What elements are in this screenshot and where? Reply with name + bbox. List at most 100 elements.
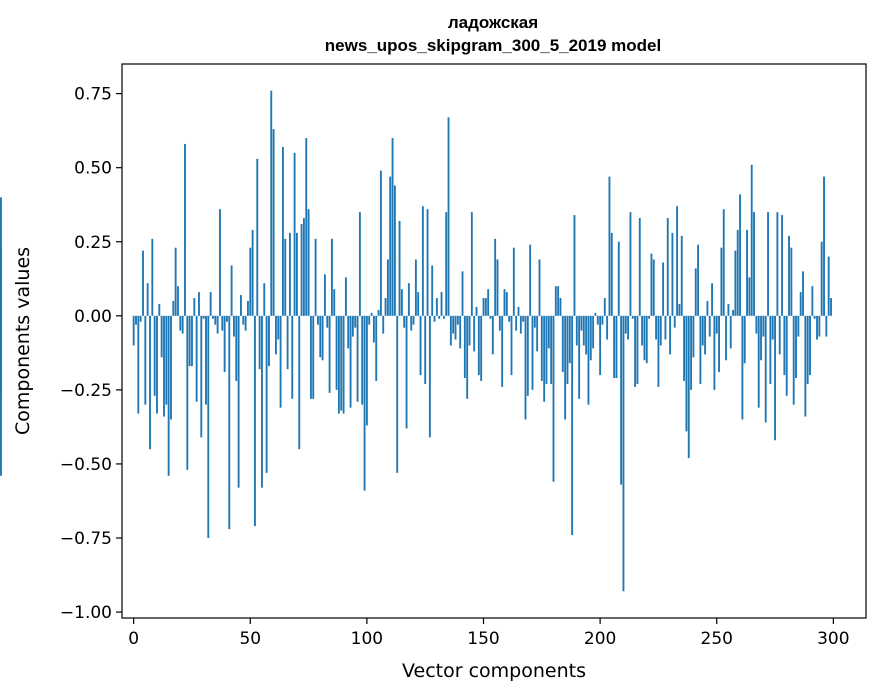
bar-85 <box>330 238 333 316</box>
bar-29 <box>200 315 203 438</box>
bar-241 <box>694 268 697 316</box>
bar-39 <box>223 315 226 373</box>
bar-202 <box>603 298 606 316</box>
bar-18 <box>174 247 177 316</box>
bar-134 <box>445 212 448 316</box>
bar-183 <box>559 298 562 316</box>
bar-152 <box>487 289 490 316</box>
bar-undefined <box>0 312 2 316</box>
bar-242 <box>697 244 700 316</box>
bar-65 <box>284 238 287 316</box>
bar-19 <box>177 286 179 316</box>
bar-undefined <box>0 274 2 316</box>
bar-52 <box>254 315 256 527</box>
x-tick-label: 150 <box>467 629 499 649</box>
bar-199 <box>596 315 599 325</box>
bar-193 <box>582 315 585 346</box>
bar-269 <box>760 315 762 361</box>
bar-231 <box>671 232 674 316</box>
bar-278 <box>781 215 783 316</box>
bar-106 <box>379 170 382 316</box>
bar-2 <box>137 315 140 414</box>
bar-208 <box>617 241 620 316</box>
x-tick-label: 300 <box>817 629 849 649</box>
x-tick-label: 100 <box>351 629 383 649</box>
bar-287 <box>802 271 804 316</box>
bar-177 <box>545 315 548 384</box>
bar-246 <box>706 301 709 316</box>
bar-131 <box>438 315 441 319</box>
bar-229 <box>666 218 669 316</box>
bar-88 <box>337 315 340 414</box>
bar-262 <box>743 315 746 364</box>
bar-194 <box>585 315 588 355</box>
bar-154 <box>491 315 494 355</box>
bar-232 <box>673 315 676 328</box>
bar-225 <box>657 315 660 387</box>
bar-211 <box>624 315 627 334</box>
bar-146 <box>473 315 476 352</box>
bar-97 <box>358 212 361 316</box>
bar-100 <box>365 315 368 426</box>
bar-44 <box>235 315 238 381</box>
bar-261 <box>741 315 744 420</box>
bar-170 <box>529 244 532 316</box>
bar-86 <box>333 289 336 316</box>
x-axis-label: Vector components <box>402 660 586 682</box>
bar-244 <box>701 315 704 346</box>
bar-240 <box>692 315 695 358</box>
bar-182 <box>557 286 560 316</box>
bar-125 <box>424 315 427 384</box>
bar-110 <box>389 176 392 316</box>
bar-189 <box>573 215 576 316</box>
bar-161 <box>508 315 511 322</box>
bar-90 <box>342 315 345 414</box>
bar-294 <box>818 315 821 337</box>
bar-75 <box>307 209 310 316</box>
bar-190 <box>575 315 578 346</box>
bar-180 <box>552 315 555 482</box>
bar-141 <box>461 271 464 316</box>
bar-254 <box>725 315 727 361</box>
bar-248 <box>711 283 714 316</box>
bar-128 <box>431 265 434 316</box>
bar-42 <box>230 265 233 316</box>
bar-64 <box>281 146 284 316</box>
bar-147 <box>475 306 478 316</box>
bar-284 <box>795 315 797 379</box>
bar-26 <box>193 298 196 316</box>
bar-136 <box>449 315 452 346</box>
bar-21 <box>181 315 184 334</box>
bar-91 <box>344 277 347 316</box>
y-tick-label: 0.00 <box>74 307 112 327</box>
bar-151 <box>484 298 487 316</box>
bar-157 <box>498 315 501 331</box>
bar-0 <box>132 315 135 346</box>
bar-111 <box>391 138 394 316</box>
bar-198 <box>594 312 597 316</box>
bar-27 <box>195 315 198 402</box>
bar-195 <box>587 315 590 405</box>
bar-94 <box>351 315 354 337</box>
bar-16 <box>170 315 172 420</box>
bar-237 <box>685 315 688 432</box>
bar-275 <box>774 315 776 441</box>
bar-37 <box>219 209 221 316</box>
bar-23 <box>186 315 189 470</box>
bar-296 <box>823 176 825 316</box>
bar-223 <box>652 259 655 316</box>
y-axis-ticks: 0.75 0.50 0.25 0.00 −0.25 −0.50 −0.75 −1.00 <box>60 85 122 623</box>
bar-214 <box>631 315 634 319</box>
bar-9 <box>153 315 156 396</box>
y-tick-label: −1.00 <box>60 603 112 623</box>
bar-129 <box>433 315 436 322</box>
bar-164 <box>515 315 518 331</box>
bar-137 <box>452 315 455 334</box>
bar-188 <box>571 315 574 536</box>
bar-159 <box>503 289 506 316</box>
y-tick-label: 0.50 <box>74 159 112 179</box>
bar-178 <box>547 315 550 349</box>
bar-36 <box>216 315 219 334</box>
bar-10 <box>156 315 158 414</box>
bar-70 <box>295 232 298 316</box>
